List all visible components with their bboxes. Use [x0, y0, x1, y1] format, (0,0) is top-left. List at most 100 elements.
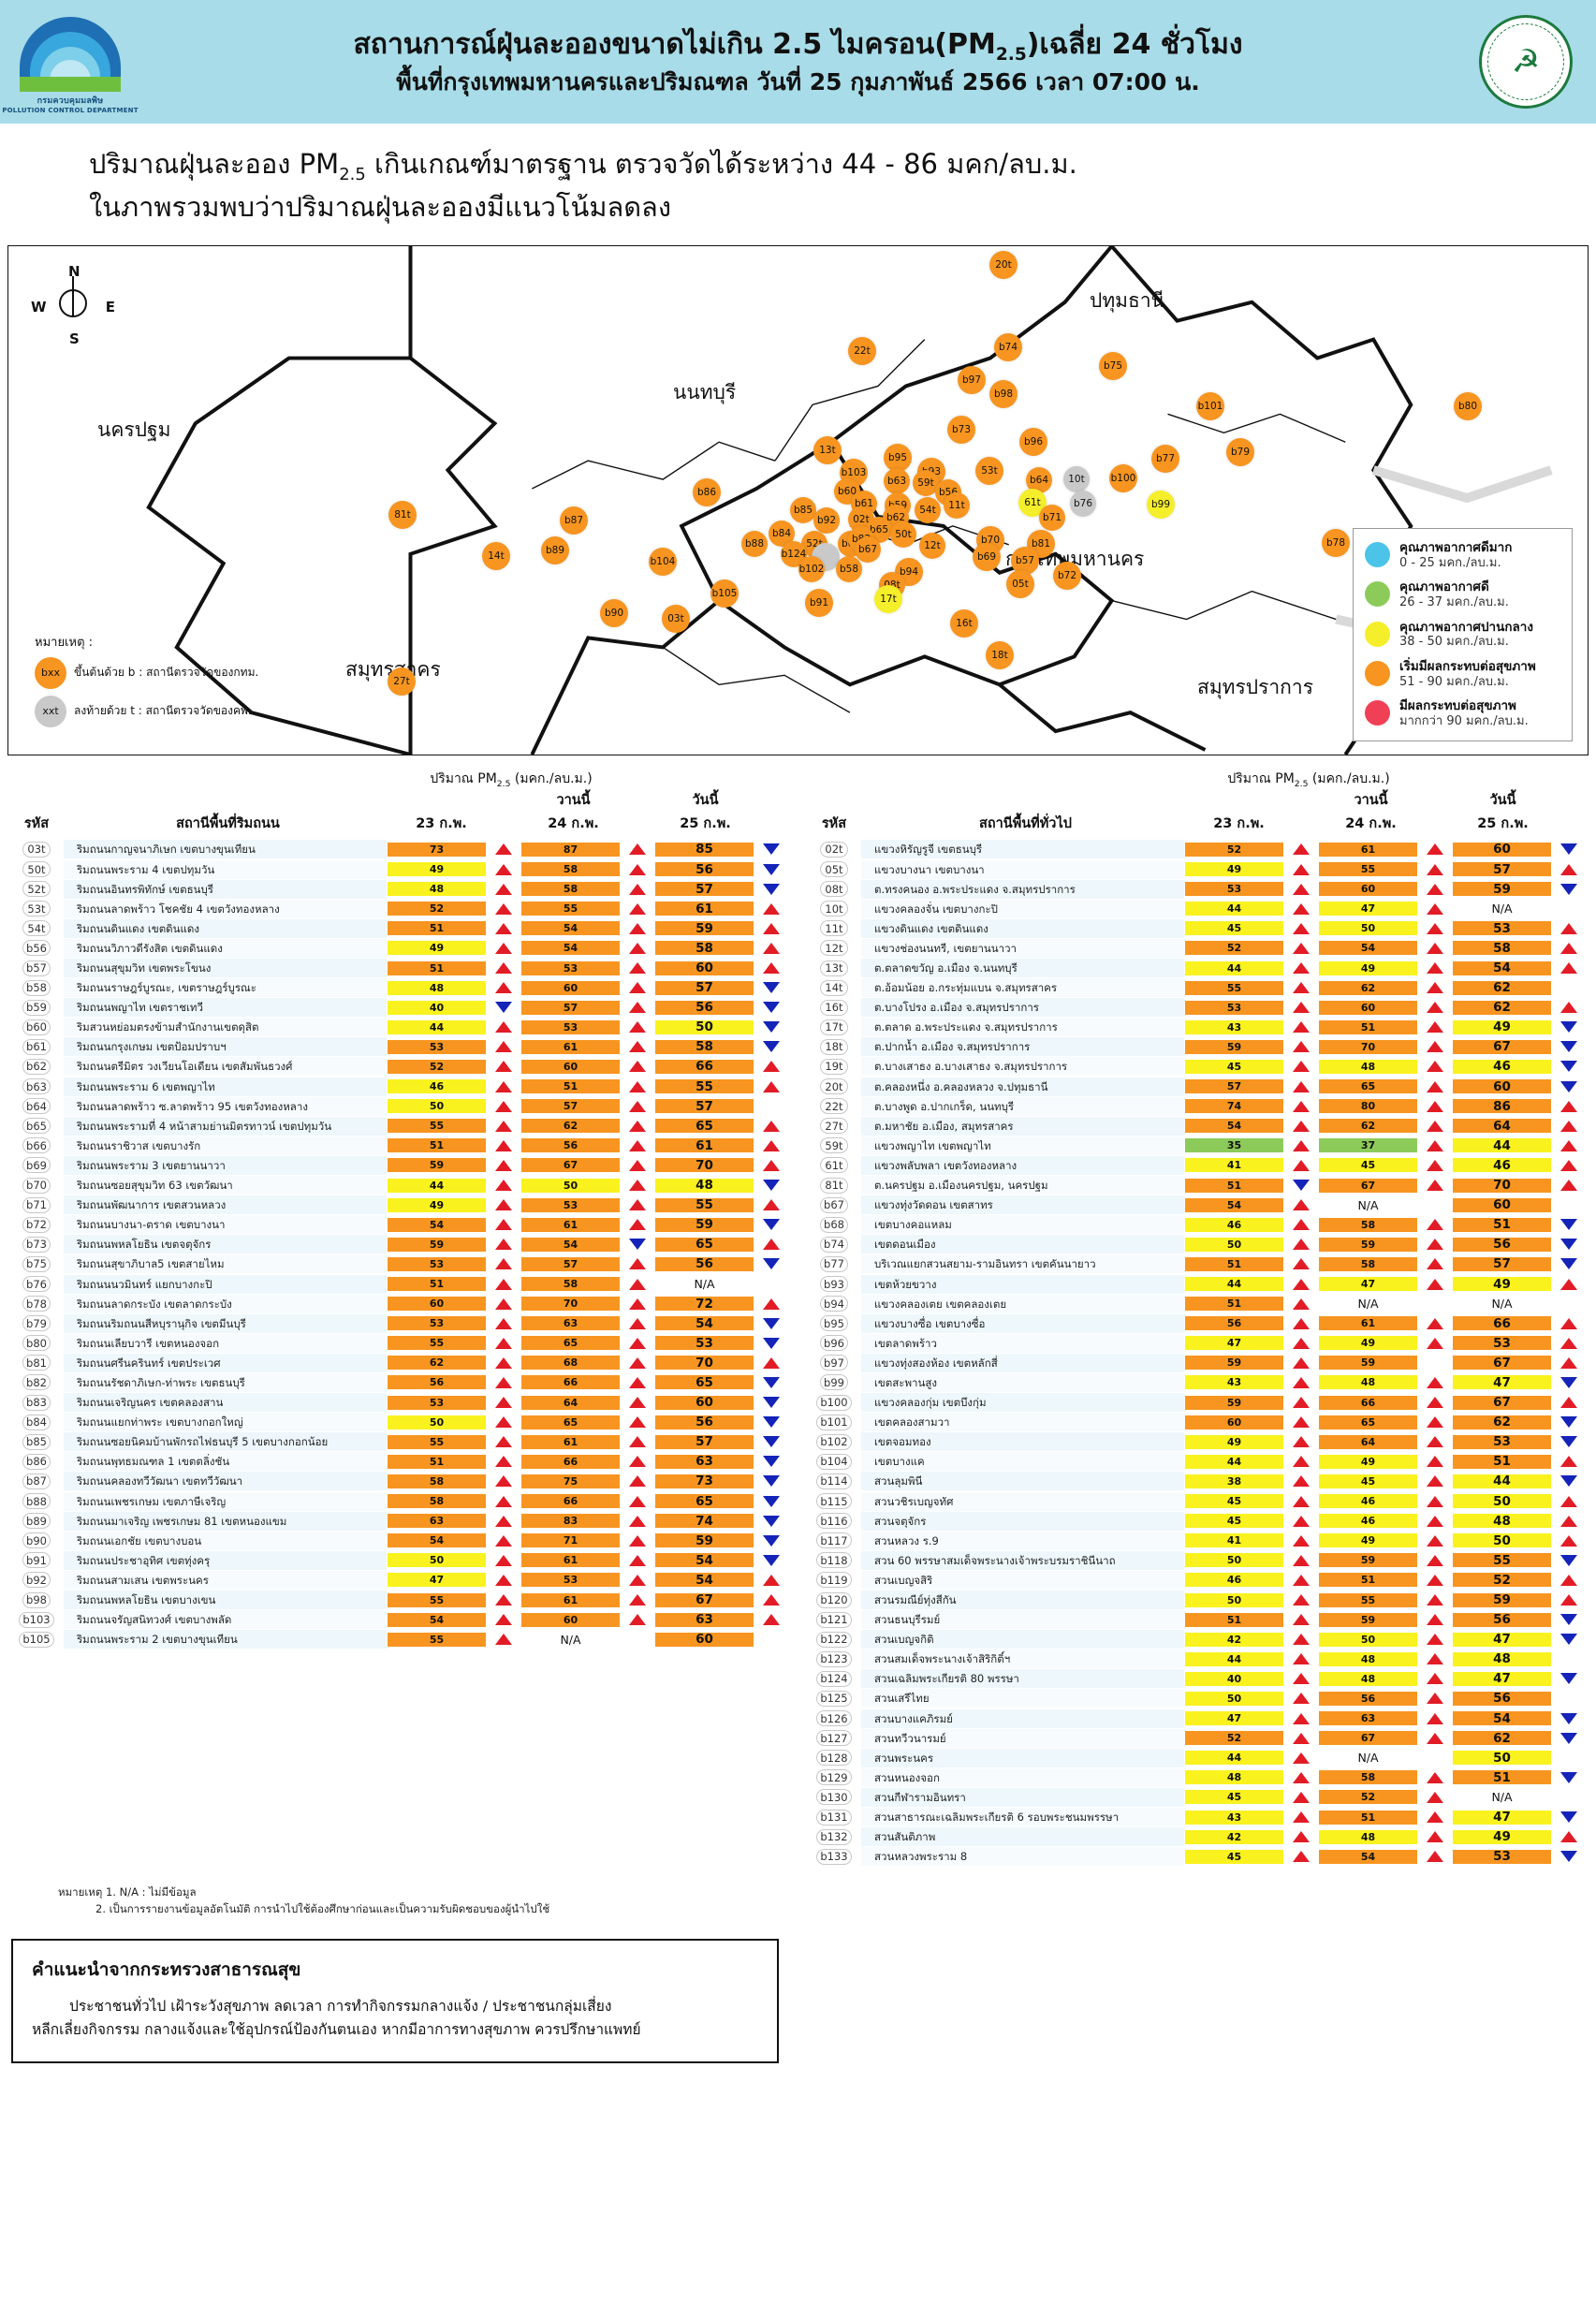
map-station-marker[interactable]: b95	[884, 443, 912, 472]
map-station-marker[interactable]: b94	[895, 557, 923, 586]
table-row[interactable]: b123 สวนสมเด็จพระนางเจ้าสิริกิติ์ฯ 44 48 48	[807, 1650, 1586, 1669]
table-row[interactable]: b67 แขวงทุ่งวัดดอน เขตสาทร 54 N/A 60	[807, 1195, 1586, 1215]
table-row[interactable]: b93 เขตห้วยขวาง 44 47 49	[807, 1274, 1586, 1294]
table-row[interactable]: 52t ริมถนนอินทรพิทักษ์ เขตธนบุรี 48 58 57	[9, 879, 788, 899]
map-station-marker[interactable]: b87	[560, 506, 588, 535]
table-row[interactable]: b88 ริมถนนเพชรเกษม เขตภาษีเจริญ 58 66 65	[9, 1491, 788, 1511]
table-row[interactable]: b131 สวนสาธารณะเฉลิมพระเกียรติ 6 รอบพระชน…	[807, 1808, 1586, 1827]
table-row[interactable]: 02t แขวงหิรัญรูจี เขตธนบุรี 52 61 60	[807, 840, 1586, 859]
table-row[interactable]: 19t ต.บางเสาธง อ.บางเสาธง จ.สมุทรปราการ 45…	[807, 1057, 1586, 1077]
table-row[interactable]: b79 ริมถนนริมถนนสีหบุรานุกิจ เขตมีนบุรี 53…	[9, 1313, 788, 1333]
map-station-marker[interactable]: b97	[958, 365, 986, 394]
map-station-marker[interactable]: 03t	[662, 604, 690, 633]
map-station-marker[interactable]: b101	[1196, 391, 1224, 420]
table-row[interactable]: b58 ริมถนนราษฎร์บูรณะ, เขตราษฎร์บูรณะ 48 60…	[9, 978, 788, 998]
table-row[interactable]: b59 ริมถนนพญาไท เขตราชเทวี 40 57 56	[9, 998, 788, 1018]
map-station-marker[interactable]: b58	[836, 555, 862, 582]
table-row[interactable]: b84 ริมถนนแยกท่าพระ เขตบางกอกใหญ่ 50 65 56	[9, 1413, 788, 1432]
map-station-marker[interactable]: b88	[741, 530, 768, 557]
table-row[interactable]: b119 สวนเบญจสิริ 46 51 52	[807, 1570, 1586, 1590]
table-row[interactable]: b64 ริมถนนลาดพร้าว ซ.ลาดพร้าว 95 เขตวังทอ…	[9, 1096, 788, 1116]
table-row[interactable]: b98 ริมถนนพหลโยธิน เขตบางเขน 55 61 67	[9, 1590, 788, 1610]
table-row[interactable]: 20t ต.คลองหนึ่ง อ.คลองหลวง จ.ปทุมธานี 57 65…	[807, 1077, 1586, 1096]
map-station-marker[interactable]: 22t	[848, 336, 876, 365]
map-station-marker[interactable]: b78	[1322, 528, 1350, 557]
table-row[interactable]: b126 สวนบางแคภิรมย์ 47 63 54	[807, 1708, 1586, 1728]
table-row[interactable]: b63 ริมถนนพระราม 6 เขตพญาไท 46 51 55	[9, 1077, 788, 1096]
map-station-marker[interactable]: 81t	[388, 500, 417, 529]
table-row[interactable]: b125 สวนเสรีไทย 50 56 56	[807, 1689, 1586, 1708]
table-row[interactable]: b117 สวนหลวง ร.9 41 49 50	[807, 1531, 1586, 1550]
table-row[interactable]: b121 สวนธนบุรีรมย์ 51 59 56	[807, 1610, 1586, 1630]
table-row[interactable]: b78 ริมถนนลาดกระบัง เขตลาดกระบัง 60 70 72	[9, 1294, 788, 1313]
map-station-marker[interactable]: b105	[710, 579, 739, 608]
map-station-marker[interactable]: b96	[1019, 427, 1047, 456]
map-station-marker[interactable]: b92	[813, 506, 840, 534]
table-row[interactable]: 16t ต.บางโปรง อ.เมือง จ.สมุทรปราการ 53 60 62	[807, 998, 1586, 1018]
map-station-marker[interactable]: 20t	[989, 250, 1018, 279]
map-station-marker[interactable]: b73	[947, 415, 975, 444]
table-row[interactable]: b86 ริมถนนพุทธมณฑล 1 เขตตลิ่งชัน 51 66 63	[9, 1452, 788, 1472]
table-row[interactable]: b118 สวน 60 พรรษาสมเด็จพระนางเจ้าพระบรมรา…	[807, 1550, 1586, 1570]
map-station-marker[interactable]: 14t	[482, 541, 510, 570]
map-station-marker[interactable]: b74	[994, 332, 1022, 361]
table-row[interactable]: b69 ริมถนนพระราม 3 เขตยานนาวา 59 67 70	[9, 1155, 788, 1175]
map-station-marker[interactable]: 12t	[919, 532, 945, 559]
table-row[interactable]: b77 บริเวณแยกสวนสยาม-รามอินทรา เขตคันนายา…	[807, 1254, 1586, 1274]
table-row[interactable]: b75 ริมถนนสุขาภิบาล5 เขตสายไหม 53 57 56	[9, 1254, 788, 1274]
map-station-marker[interactable]: b69	[973, 542, 1001, 571]
map-station-marker[interactable]: b79	[1226, 437, 1254, 466]
table-row[interactable]: 61t แขวงพลับพลา เขตวังทองหลาง 41 45 46	[807, 1155, 1586, 1175]
table-row[interactable]: b82 ริมถนนรัชดาภิเษก-ท่าพระ เขตธนบุรี 56 66…	[9, 1372, 788, 1392]
map-station-marker[interactable]: 59t	[913, 469, 939, 496]
table-row[interactable]: 81t ต.นครปฐม อ.เมืองนครปฐม, นครปฐม 51 67 70	[807, 1176, 1586, 1195]
table-row[interactable]: b90 ริมถนนเอกชัย เขตบางบอน 54 71 59	[9, 1531, 788, 1550]
table-row[interactable]: b76 ริมถนนนวมินทร์ แยกบางกะปิ 51 58 N/A	[9, 1274, 788, 1294]
table-row[interactable]: b115 สวนวชิรเบญจทัศ 45 46 50	[807, 1491, 1586, 1511]
map-station-marker[interactable]: b102	[798, 555, 825, 582]
table-row[interactable]: b81 ริมถนนศรีนครินทร์ เขตประเวศ 62 68 70	[9, 1353, 788, 1372]
table-row[interactable]: 10t แขวงคลองจั่น เขตบางกะปิ 44 47 N/A	[807, 899, 1586, 918]
map-station-marker[interactable]: 13t	[813, 435, 842, 464]
table-row[interactable]: 11t แขวงดินแดง เขตดินแดง 45 50 53	[807, 918, 1586, 938]
map-station-marker[interactable]: b72	[1053, 561, 1081, 590]
map-station-marker[interactable]: 50t	[890, 521, 916, 548]
table-row[interactable]: 18t ต.ปากน้ำ อ.เมือง จ.สมุทรปราการ 59 70 67	[807, 1037, 1586, 1057]
table-row[interactable]: b66 ริมถนนราชิวาส เขตบางรัก 51 56 61	[9, 1136, 788, 1155]
table-row[interactable]: b91 ริมถนนประชาอุทิศ เขตทุ่งครุ 50 61 54	[9, 1550, 788, 1570]
table-row[interactable]: b128 สวนพระนคร 44 N/A 50	[807, 1748, 1586, 1767]
table-row[interactable]: b62 ริมถนนตรีมิตร วงเวียนโอเดียน เขตสัมพั…	[9, 1057, 788, 1077]
table-row[interactable]: b73 ริมถนนพหลโยธิน เขตจตุจักร 59 54 65	[9, 1235, 788, 1254]
map-station-marker[interactable]: b104	[649, 547, 677, 576]
map-station-marker[interactable]: 53t	[975, 456, 1003, 485]
table-row[interactable]: b104 เขตบางแค 44 49 51	[807, 1452, 1586, 1472]
map-station-marker[interactable]: b80	[1454, 391, 1482, 420]
map-station-marker[interactable]: 27t	[388, 667, 416, 696]
table-row[interactable]: 54t ริมถนนดินแดง เขตดินแดง 51 54 59	[9, 918, 788, 938]
table-row[interactable]: b87 ริมถนนคลองทวีวัฒนา เขตทวีวัฒนา 58 75 73	[9, 1472, 788, 1491]
table-row[interactable]: b130 สวนกีฬารามอินทรา 45 52 N/A	[807, 1787, 1586, 1807]
map-station-marker[interactable]: 18t	[986, 640, 1014, 669]
table-row[interactable]: 27t ต.มหาชัย อ.เมือง, สมุทรสาคร 54 62 64	[807, 1116, 1586, 1136]
table-row[interactable]: b132 สวนสันติภาพ 42 48 49	[807, 1827, 1586, 1847]
table-row[interactable]: b116 สวนจตุจักร 45 46 48	[807, 1511, 1586, 1531]
table-row[interactable]: b56 ริมถนนวิภาวดีรังสิต เขตดินแดง 49 54 58	[9, 938, 788, 958]
table-row[interactable]: b103 ริมถนนจรัญสนิทวงศ์ เขตบางพลัด 54 60 63	[9, 1610, 788, 1630]
map-station-marker[interactable]: b77	[1151, 444, 1179, 473]
table-row[interactable]: b127 สวนทวีวนารมย์ 52 67 62	[807, 1728, 1586, 1748]
table-row[interactable]: b99 เขตสะพานสูง 43 48 47	[807, 1372, 1586, 1392]
table-row[interactable]: b122 สวนเบญจกิติ 42 50 47	[807, 1630, 1586, 1650]
table-row[interactable]: b114 สวนลุมพินี 38 45 44	[807, 1472, 1586, 1491]
table-row[interactable]: b101 เขตคลองสามวา 60 65 62	[807, 1413, 1586, 1432]
map-station-marker[interactable]: b90	[600, 598, 628, 627]
table-row[interactable]: b60 ริมสวนหย่อมตรงข้ามสำนักงานเขตดุสิต 44 5…	[9, 1018, 788, 1037]
table-row[interactable]: b57 ริมถนนสุขุมวิท เขตพระโขนง 51 53 60	[9, 958, 788, 978]
table-row[interactable]: 59t แขวงพญาไท เขตพญาไท 35 37 44	[807, 1136, 1586, 1155]
table-row[interactable]: 13t ต.ตลาดขวัญ อ.เมือง จ.นนทบุรี 44 49 54	[807, 958, 1586, 978]
map-station-marker[interactable]: 17t	[874, 584, 902, 613]
map-station-marker[interactable]: 16t	[950, 608, 978, 638]
map-station-marker[interactable]: 54t	[915, 496, 941, 523]
map-station-marker[interactable]: b86	[693, 477, 721, 506]
table-row[interactable]: 08t ต.ทรงคนอง อ.พระประแดง จ.สมุทรปราการ 53…	[807, 879, 1586, 899]
map-station-marker[interactable]: b89	[541, 535, 569, 565]
